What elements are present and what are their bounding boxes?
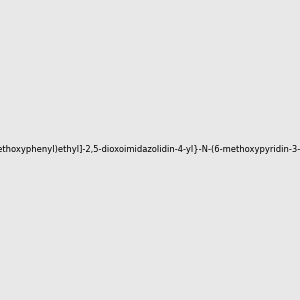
Text: 2-{1-[2-(2-methoxyphenyl)ethyl]-2,5-dioxoimidazolidin-4-yl}-N-(6-methoxypyridin-: 2-{1-[2-(2-methoxyphenyl)ethyl]-2,5-diox… <box>0 146 300 154</box>
